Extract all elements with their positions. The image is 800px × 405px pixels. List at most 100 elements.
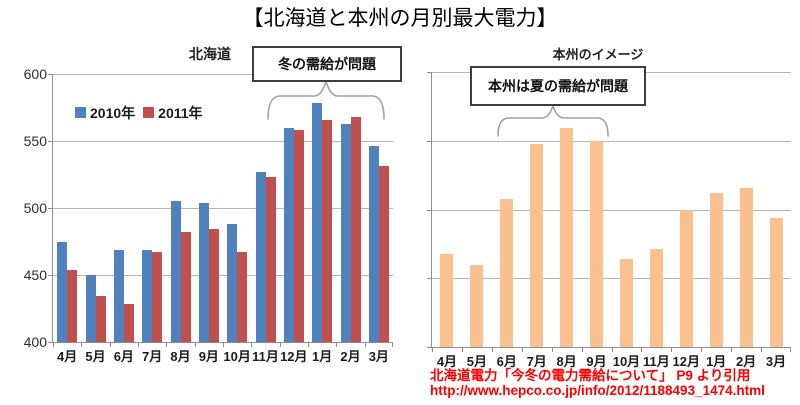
bar-本州-1月 bbox=[709, 193, 723, 347]
x-axis-tick bbox=[492, 348, 493, 352]
x-axis-tick bbox=[392, 343, 393, 347]
bar-2010年-1月 bbox=[312, 103, 323, 342]
legend-swatch-2011-icon bbox=[143, 107, 155, 118]
bar-2010年-4月 bbox=[57, 241, 68, 342]
x-axis-label: 3月 bbox=[368, 349, 389, 364]
summer-annotation: 本州は夏の需給が問題 bbox=[470, 66, 646, 106]
x-axis-label: 2月 bbox=[340, 349, 361, 364]
x-axis-tick bbox=[195, 343, 196, 347]
x-axis-label: 1月 bbox=[312, 349, 333, 364]
x-axis-tick bbox=[53, 343, 54, 347]
bar-2010年-12月 bbox=[283, 127, 294, 342]
bar-2011年-6月 bbox=[123, 304, 134, 342]
x-axis-label: 2月 bbox=[735, 354, 757, 369]
x-axis-tick bbox=[552, 348, 553, 352]
bar-2011年-7月 bbox=[152, 252, 163, 342]
x-axis-tick bbox=[641, 348, 642, 352]
gridline bbox=[432, 140, 791, 142]
winter-annotation: 冬の需給が問題 bbox=[252, 46, 402, 82]
y-axis-label: 600 bbox=[23, 66, 47, 82]
bar-本州-10月 bbox=[619, 259, 633, 347]
bar-2010年-5月 bbox=[85, 275, 96, 342]
x-axis-tick bbox=[251, 343, 252, 347]
y-axis-label: 450 bbox=[23, 267, 47, 283]
gridline bbox=[432, 278, 791, 280]
bar-2010年-8月 bbox=[170, 201, 181, 342]
x-axis-tick bbox=[336, 343, 337, 347]
x-axis-label: 8月 bbox=[170, 349, 191, 364]
x-axis-label: 10月 bbox=[612, 354, 641, 369]
bar-2011年-1月 bbox=[322, 119, 333, 342]
x-axis-tick bbox=[612, 348, 613, 352]
x-axis-label: 12月 bbox=[672, 354, 701, 369]
bar-本州-3月 bbox=[769, 217, 783, 347]
y-axis-tick bbox=[427, 209, 432, 211]
legend-item-2011: 2011年 bbox=[143, 103, 203, 123]
y-axis-label: 400 bbox=[23, 334, 47, 350]
legend: 2010年 2011年 bbox=[75, 103, 203, 123]
y-axis-tick bbox=[427, 72, 432, 73]
y-axis-tick bbox=[48, 141, 53, 142]
bar-本州-12月 bbox=[679, 209, 693, 347]
x-axis-tick bbox=[582, 348, 583, 352]
x-axis-label: 4月 bbox=[436, 354, 458, 369]
bar-2011年-12月 bbox=[293, 130, 304, 342]
x-axis-tick bbox=[761, 348, 762, 352]
bar-2010年-10月 bbox=[227, 224, 238, 342]
bar-2011年-9月 bbox=[208, 229, 219, 342]
x-axis-tick bbox=[671, 348, 672, 352]
x-axis-label: 9月 bbox=[586, 354, 607, 369]
bar-2011年-8月 bbox=[180, 232, 191, 342]
citation: 北海道電力「今冬の電力需給について」 P9 より引用 http://www.he… bbox=[430, 368, 765, 398]
x-axis-tick bbox=[138, 343, 139, 347]
y-axis-label: 550 bbox=[23, 133, 47, 149]
x-axis-label: 5月 bbox=[85, 349, 106, 364]
x-axis-tick bbox=[280, 343, 281, 347]
x-axis-label: 12月 bbox=[280, 349, 308, 364]
x-axis-tick bbox=[308, 343, 309, 347]
bar-本州-4月 bbox=[440, 253, 454, 347]
x-axis-label: 11月 bbox=[642, 354, 670, 369]
x-axis-tick bbox=[790, 348, 791, 352]
bar-2010年-2月 bbox=[340, 123, 351, 342]
x-axis-tick bbox=[365, 343, 366, 347]
legend-swatch-2010-icon bbox=[75, 107, 86, 118]
x-axis-tick bbox=[110, 343, 111, 347]
bar-本州-11月 bbox=[649, 249, 663, 347]
y-axis-label: 500 bbox=[23, 200, 47, 216]
legend-item-2010: 2010年 bbox=[75, 103, 135, 123]
bar-2010年-9月 bbox=[198, 202, 209, 342]
bar-本州-8月 bbox=[560, 128, 574, 347]
x-axis-label: 5月 bbox=[466, 354, 487, 369]
y-axis-tick bbox=[427, 140, 432, 142]
x-axis-label: 9月 bbox=[198, 349, 219, 364]
x-axis-label: 8月 bbox=[556, 354, 577, 369]
bar-2011年-10月 bbox=[237, 252, 248, 342]
legend-label-2010: 2010年 bbox=[90, 105, 136, 121]
bar-本州-9月 bbox=[590, 140, 604, 347]
y-axis-tick bbox=[427, 347, 432, 348]
x-axis-label: 3月 bbox=[765, 354, 787, 369]
y-axis-tick bbox=[48, 342, 53, 343]
honshu-chart-title: 本州のイメージ bbox=[552, 47, 644, 62]
x-axis-tick bbox=[166, 343, 167, 347]
x-axis-tick bbox=[81, 343, 82, 347]
x-axis-label: 10月 bbox=[223, 349, 251, 364]
bar-2011年-2月 bbox=[350, 116, 361, 342]
bar-本州-7月 bbox=[530, 143, 544, 347]
bar-本州-6月 bbox=[500, 198, 514, 347]
y-axis-tick bbox=[48, 275, 53, 276]
bar-2011年-11月 bbox=[265, 177, 276, 342]
x-axis-label: 6月 bbox=[496, 354, 517, 369]
x-axis-label: 11月 bbox=[252, 349, 279, 364]
x-axis-tick bbox=[522, 348, 523, 352]
y-axis-tick bbox=[48, 74, 53, 75]
y-axis-tick bbox=[48, 208, 53, 209]
x-axis-tick bbox=[432, 348, 433, 352]
gridline bbox=[53, 208, 393, 209]
x-axis-label: 7月 bbox=[142, 349, 163, 364]
bar-本州-2月 bbox=[739, 187, 753, 347]
x-axis-label: 4月 bbox=[57, 349, 78, 364]
bar-2010年-7月 bbox=[142, 249, 153, 342]
